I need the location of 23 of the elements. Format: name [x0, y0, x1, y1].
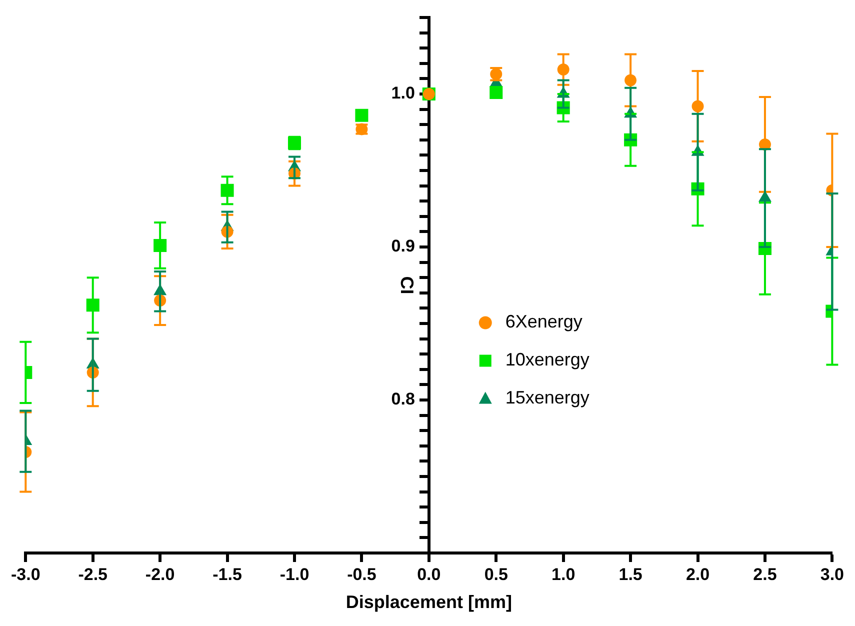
x-tick-label: -2.0	[145, 564, 175, 584]
x-tick-label: 1.5	[618, 564, 642, 584]
y-axis-title: CI	[397, 276, 418, 294]
y-tick-label: 0.9	[391, 236, 415, 256]
x-tick-label: -1.0	[280, 564, 310, 584]
y-tick-label: 0.8	[391, 390, 415, 409]
x-tick-label: 0.5	[484, 564, 508, 584]
legend-label: 6Xenergy	[505, 312, 582, 332]
x-tick-label: -0.5	[347, 564, 376, 584]
x-tick-label: 3.0	[820, 564, 844, 584]
x-tick-label: -2.5	[78, 564, 108, 584]
x-tick-label: 2.0	[686, 564, 710, 584]
point	[490, 86, 503, 99]
x-tick-label: -3.0	[11, 564, 40, 584]
x-tick-label: -1.5	[212, 564, 242, 584]
y-tick-label: 1.0	[391, 84, 415, 103]
x-tick-label: 0.0	[417, 564, 441, 584]
x-tick-label: 1.0	[552, 564, 576, 584]
x-tick-label: 2.5	[753, 564, 777, 584]
x-axis-title: Displacement [mm]	[346, 592, 512, 612]
point	[355, 108, 368, 122]
legend-label: 10xenergy	[505, 350, 590, 370]
legend-label: 15xenergy	[505, 388, 590, 408]
